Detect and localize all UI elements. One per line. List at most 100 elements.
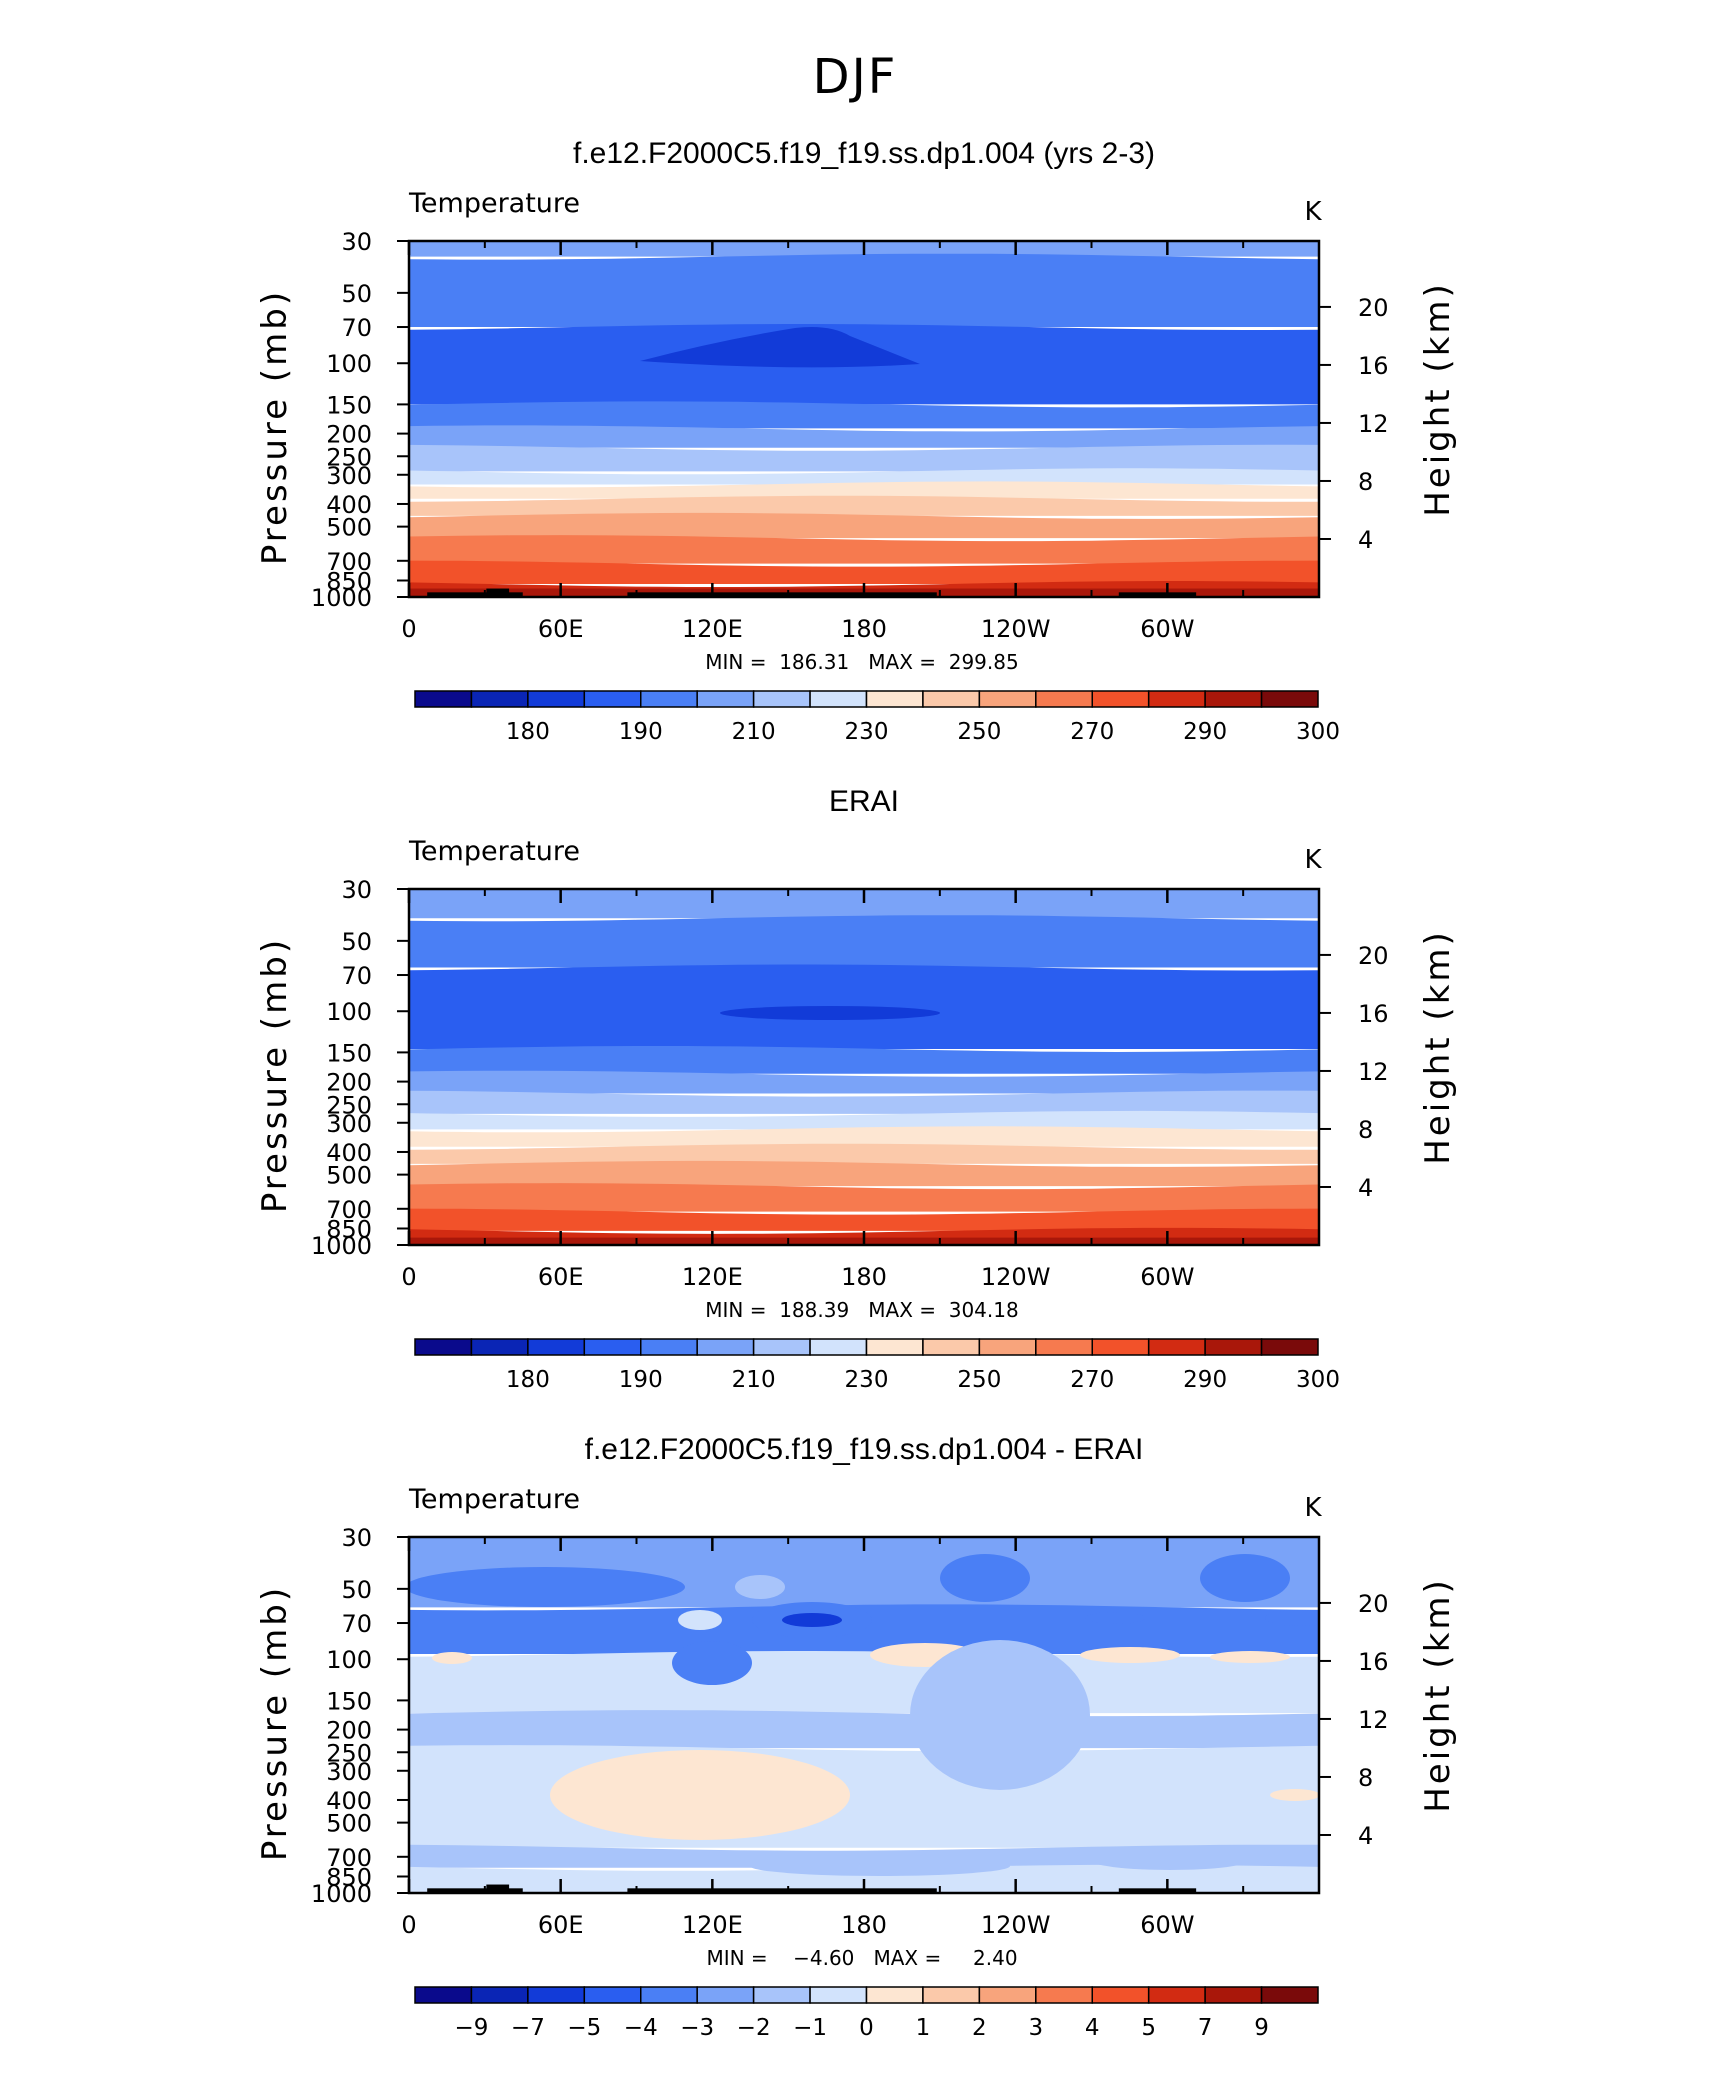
colorbar-label: 300 — [1296, 719, 1340, 745]
contour-band — [409, 560, 1319, 585]
pos-anomaly-contour — [1080, 1647, 1180, 1663]
colorbar-label: 2 — [972, 2015, 987, 2041]
units-label: K — [1304, 1493, 1322, 1523]
y2-tick-label: 8 — [1358, 1116, 1373, 1144]
colorbar-swatch — [583, 1338, 642, 1356]
colorbar-swatch — [470, 690, 529, 708]
contour-band — [409, 889, 1319, 919]
colorbar-swatch — [1204, 690, 1263, 708]
y2-tick-label: 20 — [1358, 1590, 1389, 1618]
x-tick-label: 0 — [401, 1911, 416, 1939]
colorbar-swatch — [696, 1986, 755, 2004]
topography-mask — [427, 1888, 523, 1893]
y-tick-label: 400 — [326, 491, 372, 519]
colorbar-swatch — [696, 690, 755, 708]
y2-axis-title: Height (km) — [1418, 1577, 1458, 1813]
y-tick-label: 100 — [326, 998, 372, 1026]
contour-band — [409, 1160, 1319, 1187]
colorbar-label: 290 — [1183, 719, 1227, 745]
y2-tick-label: 16 — [1358, 1648, 1389, 1676]
stats-text: MIN = 188.39 MAX = 304.18 — [705, 1298, 1018, 1322]
contour-band — [409, 1110, 1319, 1130]
colorbar-label: 4 — [1085, 2015, 1100, 2041]
contour-band — [409, 468, 1319, 485]
neg-anomaly-contour — [1265, 1610, 1319, 1626]
colorbar-swatch — [640, 1986, 698, 2004]
contour-band — [409, 1090, 1319, 1114]
colorbar-label: 230 — [845, 1367, 889, 1393]
stats-text: MIN = −4.60 MAX = 2.40 — [706, 1946, 1017, 1970]
contour-band — [409, 1864, 1319, 1893]
panel-model: f.e12.F2000C5.f19_f19.ss.dp1.004 (yrs 2-… — [255, 137, 1458, 745]
colorbar-swatch — [696, 1338, 755, 1356]
colorbar-swatch — [752, 1986, 811, 2004]
y-tick-label: 500 — [326, 514, 372, 542]
colorbar-swatch — [1035, 690, 1093, 708]
y2-tick-label: 4 — [1358, 526, 1373, 554]
topography-mask — [1118, 1888, 1197, 1893]
colorbar-label: −5 — [567, 2015, 601, 2041]
cold-core-contour — [720, 1006, 940, 1020]
x-tick-label: 60E — [538, 1911, 584, 1939]
neg-anomaly-contour — [1090, 1850, 1250, 1870]
contour-band — [409, 1143, 1319, 1164]
y-axis-title: Pressure (mb) — [255, 289, 295, 565]
colorbar-label: 7 — [1198, 2015, 1213, 2041]
topography-mask — [627, 592, 937, 597]
y-tick-label: 70 — [341, 314, 372, 342]
contour-band — [409, 1745, 1319, 1848]
contour-band — [409, 401, 1319, 429]
pos-anomaly-contour — [432, 1652, 472, 1664]
stats-text: MIN = 186.31 MAX = 299.85 — [705, 650, 1018, 674]
colorbar-swatch — [752, 690, 811, 708]
panel-erai: ERAI Temperature K 0 60E 120E 180 120W 60W 30 50 70… — [255, 785, 1458, 1393]
y-tick-label: 30 — [341, 228, 372, 256]
plot-area — [409, 241, 1319, 597]
y-tick-label: 850 — [326, 1216, 372, 1244]
y-axis-title: Pressure (mb) — [255, 1585, 295, 1861]
y2-tick-label: 4 — [1358, 1822, 1373, 1850]
colorbar-swatch — [470, 1338, 529, 1356]
colorbar-swatch — [978, 690, 1037, 708]
colorbar-label: 180 — [506, 719, 550, 745]
y-tick-label: 1000 — [311, 1232, 372, 1260]
y-tick-label: 1000 — [311, 584, 372, 612]
colorbar-label: 270 — [1070, 719, 1114, 745]
colorbar-swatch — [470, 1986, 529, 2004]
neg-anomaly-contour — [782, 1613, 842, 1627]
neg-anomaly-contour — [750, 1856, 1010, 1876]
panel-difference: f.e12.F2000C5.f19_f19.ss.dp1.004 - ERAIT… — [255, 1433, 1458, 2041]
colorbar-label: 290 — [1183, 1367, 1227, 1393]
y2-tick-label: 12 — [1358, 410, 1389, 438]
colorbar-label: 270 — [1070, 1367, 1114, 1393]
y2-tick-label: 8 — [1358, 468, 1373, 496]
y-tick-label: 250 — [326, 1739, 372, 1767]
colorbar-swatch — [1147, 1338, 1206, 1356]
y-tick-label: 500 — [326, 1810, 372, 1838]
y2-tick-label: 16 — [1358, 1000, 1389, 1028]
contour-band — [409, 1070, 1319, 1094]
colorbar-swatch — [978, 1986, 1037, 2004]
y-tick-label: 150 — [326, 1687, 372, 1715]
colorbar-swatch — [809, 690, 868, 708]
y-tick-label: 200 — [326, 1069, 372, 1097]
colorbar-swatch — [1204, 1986, 1263, 2004]
colorbar-label: 9 — [1254, 2015, 1269, 2041]
y-tick-label: 300 — [326, 1758, 372, 1786]
colorbar-label: 300 — [1296, 1367, 1340, 1393]
contour-band — [409, 915, 1319, 968]
y-tick-label: 250 — [326, 443, 372, 471]
colorbar-label: 5 — [1141, 2015, 1156, 2041]
neg-anomaly-contour — [672, 1641, 752, 1685]
colorbar-swatch — [1204, 1338, 1263, 1356]
y-tick-label: 700 — [326, 1844, 372, 1872]
colorbar-swatch — [640, 690, 698, 708]
units-label: K — [1304, 845, 1322, 875]
colorbar-swatch — [1147, 1986, 1206, 2004]
colorbar-label: 230 — [845, 719, 889, 745]
colorbar-swatch — [752, 1338, 811, 1356]
colorbar-label: 190 — [619, 1367, 663, 1393]
colorbar-swatch — [978, 1338, 1037, 1356]
x-tick-label: 120W — [981, 1263, 1051, 1291]
